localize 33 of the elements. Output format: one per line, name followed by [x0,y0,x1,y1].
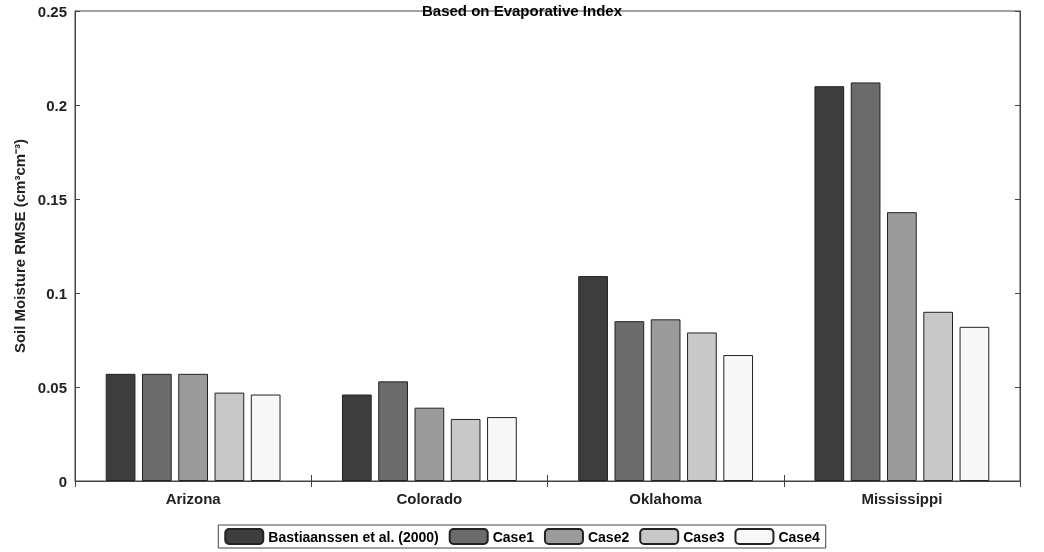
bar [214,392,245,481]
y-tick-label: 0.05 [37,378,67,396]
bar [250,394,281,481]
bar [141,373,172,481]
x-tick-label: Mississippi [861,490,943,507]
bar [614,321,645,481]
bar [414,407,445,481]
legend-label: Case3 [683,528,725,545]
bar [887,212,917,481]
bar [959,326,990,481]
y-tick-label: 0.2 [46,96,67,114]
y-axis-title: Soil Moisture RMSE (cm³cm⁻³) [10,138,28,354]
bar [378,381,408,481]
bar [178,373,208,481]
y-tick-label: 0.1 [46,284,67,302]
chart-title: Based on Evaporative Index [421,2,623,19]
legend-label: Bastiaanssen et al. (2000) [268,528,439,545]
bar [923,311,954,481]
x-tick-label: Oklahoma [629,490,703,507]
bar [723,355,754,481]
bar [487,417,517,481]
x-tick-label: Colorado [396,490,463,507]
bar [450,418,481,481]
legend-label: Case1 [492,528,535,545]
bar [650,319,681,481]
y-tick-label: 0.15 [37,190,67,208]
legend-label: Case4 [778,528,820,545]
x-tick-label: Arizona [165,490,222,507]
y-tick-label: 0 [58,472,67,490]
y-tick-label: 0.25 [37,2,67,20]
bar [850,82,881,481]
bar [687,332,717,481]
legend-label: Case2 [587,528,630,545]
